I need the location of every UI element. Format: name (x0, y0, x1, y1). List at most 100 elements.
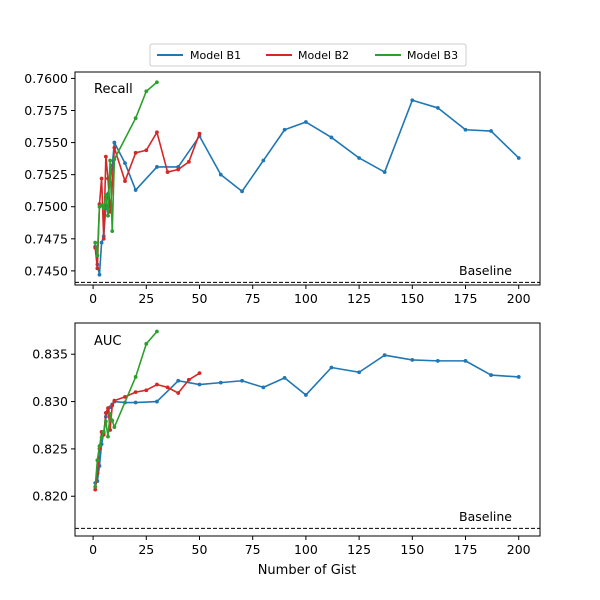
recall-model-b3-point (108, 158, 113, 163)
recall-model-b1-point (218, 172, 223, 177)
auc-model-b3-point (106, 434, 110, 439)
auc-x-tick-label-125: 125 (347, 542, 371, 557)
auc-model-b1-point (282, 376, 287, 380)
auc-model-b1-point (329, 365, 334, 370)
recall-model-b2-point (133, 150, 138, 155)
auc-y-tick-label-1: 0.825 (32, 441, 68, 456)
auc-model-b1-point (357, 370, 362, 375)
recall-x-tick-label-125: 125 (347, 291, 371, 306)
auc-model-b1-point (435, 358, 440, 363)
x-axis-title: Number of Gist (258, 563, 357, 578)
recall-model-b3-point (95, 253, 100, 258)
auc-model-b1-point (410, 358, 415, 362)
auc-model-b3-point (144, 341, 149, 346)
recall-model-b1-point (357, 156, 362, 160)
recall-baseline-label: Baseline (459, 263, 512, 278)
recall-axes-frame (74, 71, 541, 286)
recall-model-b1-point (261, 158, 266, 163)
auc-model-b3-point (97, 444, 102, 448)
recall-model-b2-point (155, 130, 159, 135)
recall-model-b2-point (186, 159, 191, 164)
auc-model-b3-point (93, 484, 98, 489)
auc-model-b2-point (197, 371, 202, 376)
recall-model-b1-point (240, 189, 244, 194)
auc-model-b2-point (176, 391, 181, 395)
recall-x-tick-label-25: 25 (138, 291, 154, 306)
auc-model-b1-point (197, 382, 202, 387)
recall-model-b1-point (463, 127, 468, 132)
auc-y-tick-label-2: 0.830 (32, 394, 68, 409)
recall-y-tick-label-5: 0.7575 (24, 103, 68, 118)
recall-model-b3-point (99, 203, 104, 208)
auc-model-b2-point (165, 385, 170, 390)
auc-model-b3-point (110, 418, 115, 423)
recall-model-b1-point (123, 161, 127, 166)
recall-model-b1-point (516, 156, 521, 160)
auc-model-b3-point (99, 435, 104, 440)
recall-x-tick-label-200: 200 (507, 291, 531, 306)
recall-model-b3-point (101, 206, 106, 210)
auc-model-b2-point (106, 406, 110, 411)
auc-model-b1-point (133, 400, 138, 405)
auc-y-tick-label-0: 0.820 (32, 489, 68, 504)
legend-entry-b1: Model B1 (157, 49, 241, 62)
recall-panel-label: Recall (94, 82, 133, 97)
recall-model-b1-point (382, 170, 387, 174)
auc-model-b2-line (94, 372, 200, 490)
auc-model-b1-point (240, 378, 244, 383)
recall-model-b1-point (489, 129, 493, 133)
auc-model-b3-point (133, 375, 138, 379)
auc-x-tick-label-100: 100 (294, 542, 318, 557)
recall-model-b2-point (165, 170, 170, 174)
auc-x-tick-label-175: 175 (454, 542, 478, 557)
auc-model-b2-point (110, 403, 115, 408)
recall-model-b2-point (95, 266, 100, 271)
recall-model-b1-point (329, 135, 334, 140)
recall-x-tick-label-0: 0 (89, 291, 97, 306)
auc-model-b1-point (382, 353, 387, 358)
recall-model-b1-point (304, 120, 308, 124)
auc-x-tick-label-0: 0 (89, 542, 97, 557)
recall-x-tick-label-100: 100 (294, 291, 318, 306)
recall-model-b3-point (106, 213, 110, 218)
recall-model-b1-point (282, 127, 287, 132)
auc-panel-label: AUC (94, 334, 122, 349)
auc-model-b1-point (463, 358, 468, 363)
auc-model-b1-point (516, 375, 521, 379)
auc-x-tick-label-25: 25 (138, 542, 154, 557)
recall-model-b2-point (112, 145, 117, 150)
recall-model-b1-point (133, 188, 138, 192)
auc-x-tick-label-75: 75 (245, 542, 261, 557)
auc-model-b3-point (101, 429, 106, 434)
auc-model-b1-point (176, 378, 181, 383)
recall-model-b2-point (103, 154, 108, 159)
recall-model-b3-series (93, 80, 159, 258)
legend-label-b2: Model B2 (298, 49, 349, 62)
auc-model-b3-point (108, 411, 113, 416)
legend-entry-b2: Model B2 (266, 49, 349, 62)
recall-model-b1-point (97, 272, 102, 277)
auc-x-tick-label-50: 50 (192, 542, 208, 557)
recall-model-b3-point (93, 240, 98, 245)
recall-model-b2-point (99, 176, 104, 181)
auc-model-b3-series (93, 329, 159, 489)
auc-axes-frame (74, 322, 541, 537)
auc-model-b2-point (144, 388, 149, 393)
legend-label-b1: Model B1 (190, 49, 241, 62)
recall-model-b1-point (112, 140, 117, 145)
recall-model-b2-point (101, 236, 106, 241)
auc-model-b1-point (261, 385, 266, 390)
auc-model-b2-point (186, 377, 191, 382)
recall-model-b3-point (112, 157, 117, 162)
recall-model-b3-point (110, 229, 115, 234)
recall-x-tick-label-175: 175 (454, 291, 478, 306)
auc-model-b2-point (155, 382, 159, 387)
auc-model-b3-point (112, 425, 117, 430)
recall-model-b2-point (123, 179, 127, 183)
recall-model-b1-point (99, 240, 104, 245)
auc-model-b3-point (155, 329, 159, 334)
recall-model-b2-point (144, 148, 149, 153)
recall-x-axis: 0 25 50 75 100 125 150 175 200 (89, 285, 531, 306)
auc-model-b3-point (95, 458, 100, 463)
